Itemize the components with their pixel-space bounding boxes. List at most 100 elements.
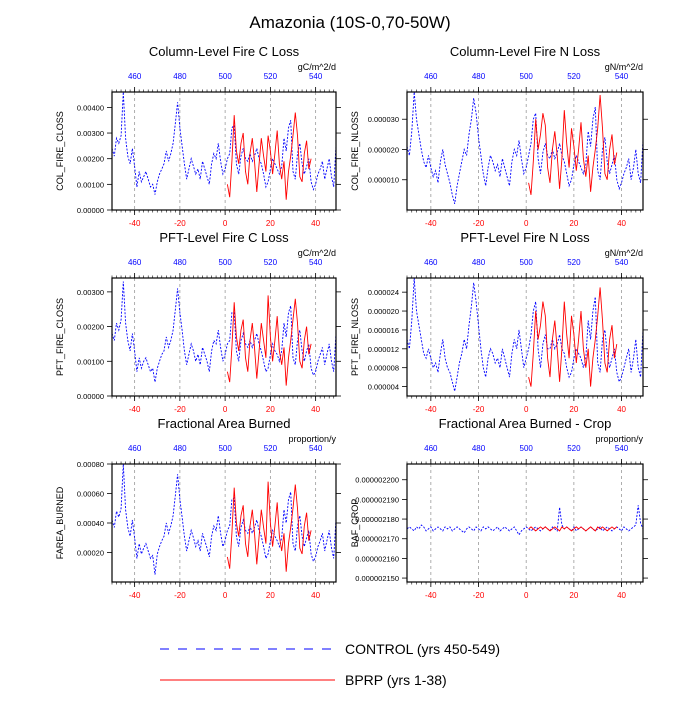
series-control-line	[406, 91, 644, 205]
x-tick-label: 0	[524, 405, 529, 414]
x-tick-label: 20	[569, 405, 578, 414]
y-tick-label: 0.00300	[77, 288, 104, 297]
x-top-tick-label: 540	[309, 72, 323, 81]
y-tick-label: 0.00000	[77, 206, 104, 215]
plot-frame	[111, 277, 337, 397]
x-tick-label: 20	[266, 591, 275, 600]
plot-frame	[406, 463, 644, 583]
x-top-tick-label: 520	[264, 444, 278, 453]
x-tick-label: -20	[473, 219, 485, 228]
units-label: gN/m^2/d	[605, 248, 643, 258]
y-tick-label: 0.00100	[77, 357, 104, 366]
y-axis-label: BAF_CROP	[350, 499, 360, 548]
x-top-tick-label: 540	[309, 444, 323, 453]
series-bprp-line	[528, 287, 618, 387]
panel-5: Fractional Area Burned proportion/y -40 -20…	[55, 416, 341, 600]
x-tick-label: -40	[129, 219, 141, 228]
panel-title: Column-Level Fire C Loss	[149, 44, 300, 59]
x-tick-label: -40	[425, 219, 437, 228]
x-tick-label: 40	[617, 405, 626, 414]
x-top-tick-label: 500	[520, 258, 534, 267]
y-tick-label: 0.000002190	[355, 495, 399, 504]
units-label: gN/m^2/d	[605, 62, 643, 72]
x-top-tick-label: 480	[472, 444, 486, 453]
y-tick-label: 0.000012	[368, 345, 399, 354]
x-tick-label: -20	[174, 405, 186, 414]
panel-title: PFT-Level Fire C Loss	[159, 230, 289, 245]
x-tick-label: -20	[473, 405, 485, 414]
y-tick-label: 0.000010	[368, 176, 399, 185]
x-tick-label: 0	[223, 405, 228, 414]
y-tick-label: 0.000030	[368, 115, 399, 124]
x-tick-label: -40	[425, 405, 437, 414]
x-top-tick-label: 460	[424, 258, 438, 267]
x-tick-label: 20	[266, 219, 275, 228]
y-axis-label: COL_FIRE_CLOSS	[55, 111, 65, 191]
x-tick-label: 40	[311, 219, 320, 228]
x-top-tick-label: 520	[567, 72, 581, 81]
y-tick-label: 0.00040	[77, 519, 104, 528]
series-control-line	[406, 277, 644, 392]
series-bprp-line	[226, 112, 312, 200]
y-axis-label: COL_FIRE_NLOSS	[350, 111, 360, 191]
y-tick-label: 0.000002180	[355, 515, 399, 524]
plot-frame	[406, 277, 644, 397]
y-tick-label: 0.000024	[368, 288, 399, 297]
x-tick-label: 20	[569, 219, 578, 228]
legend: CONTROL (yrs 450-549) BPRP (yrs 1-38)	[160, 641, 500, 688]
y-axis-label: FAREA_BURNED	[55, 486, 65, 559]
y-tick-label: 0.000020	[368, 307, 399, 316]
y-tick-label: 0.000002170	[355, 535, 399, 544]
x-top-tick-label: 540	[615, 72, 629, 81]
y-tick-label: 0.00300	[77, 129, 104, 138]
y-tick-label: 0.00200	[77, 323, 104, 332]
units-label: gC/m^2/d	[298, 62, 336, 72]
panel-4: PFT-Level Fire N Loss gN/m^2/d -40 -20 0 20 40…	[350, 230, 648, 414]
y-axis-label: PFT_FIRE_CLOSS	[55, 298, 65, 376]
x-top-tick-label: 480	[472, 72, 486, 81]
plot-frame	[111, 91, 337, 211]
x-top-tick-label: 500	[520, 444, 534, 453]
legend-bprp-label: BPRP (yrs 1-38)	[345, 672, 447, 688]
x-top-tick-label: 520	[567, 258, 581, 267]
x-tick-label: 20	[266, 405, 275, 414]
y-tick-label: 0.000002200	[355, 476, 399, 485]
series-bprp-line	[528, 94, 618, 195]
y-axis-label: PFT_FIRE_NLOSS	[350, 298, 360, 376]
x-tick-label: 0	[223, 219, 228, 228]
series-control-line	[111, 463, 337, 575]
x-top-tick-label: 500	[218, 258, 232, 267]
x-top-tick-label: 520	[264, 258, 278, 267]
x-top-tick-label: 460	[128, 444, 142, 453]
y-tick-label: 0.00400	[77, 103, 104, 112]
panel-title: Fractional Area Burned	[158, 416, 291, 431]
y-tick-label: 0.00060	[77, 490, 104, 499]
x-top-tick-label: 460	[128, 258, 142, 267]
series-bprp-line	[528, 526, 618, 532]
y-tick-label: 0.000002150	[355, 574, 399, 583]
x-top-tick-label: 480	[173, 72, 187, 81]
x-top-tick-label: 520	[264, 72, 278, 81]
x-tick-label: 40	[311, 405, 320, 414]
y-tick-label: 0.000002160	[355, 554, 399, 563]
y-tick-label: 0.00020	[77, 549, 104, 558]
x-tick-label: -40	[129, 405, 141, 414]
legend-control-label: CONTROL (yrs 450-549)	[345, 641, 500, 657]
figure-title: Amazonia (10S-0,70-50W)	[249, 13, 450, 32]
x-top-tick-label: 480	[472, 258, 486, 267]
y-tick-label: 0.000020	[368, 145, 399, 154]
x-tick-label: -20	[174, 219, 186, 228]
x-tick-label: -40	[129, 591, 141, 600]
x-top-tick-label: 500	[218, 72, 232, 81]
x-top-tick-label: 480	[173, 258, 187, 267]
x-top-tick-label: 460	[424, 72, 438, 81]
x-tick-label: -20	[174, 591, 186, 600]
panel-title: Column-Level Fire N Loss	[450, 44, 601, 59]
x-top-tick-label: 460	[128, 72, 142, 81]
series-bprp-line	[226, 295, 312, 386]
x-tick-label: 20	[569, 591, 578, 600]
x-tick-label: 0	[524, 219, 529, 228]
y-tick-label: 0.00100	[77, 180, 104, 189]
units-label: gC/m^2/d	[298, 248, 336, 258]
